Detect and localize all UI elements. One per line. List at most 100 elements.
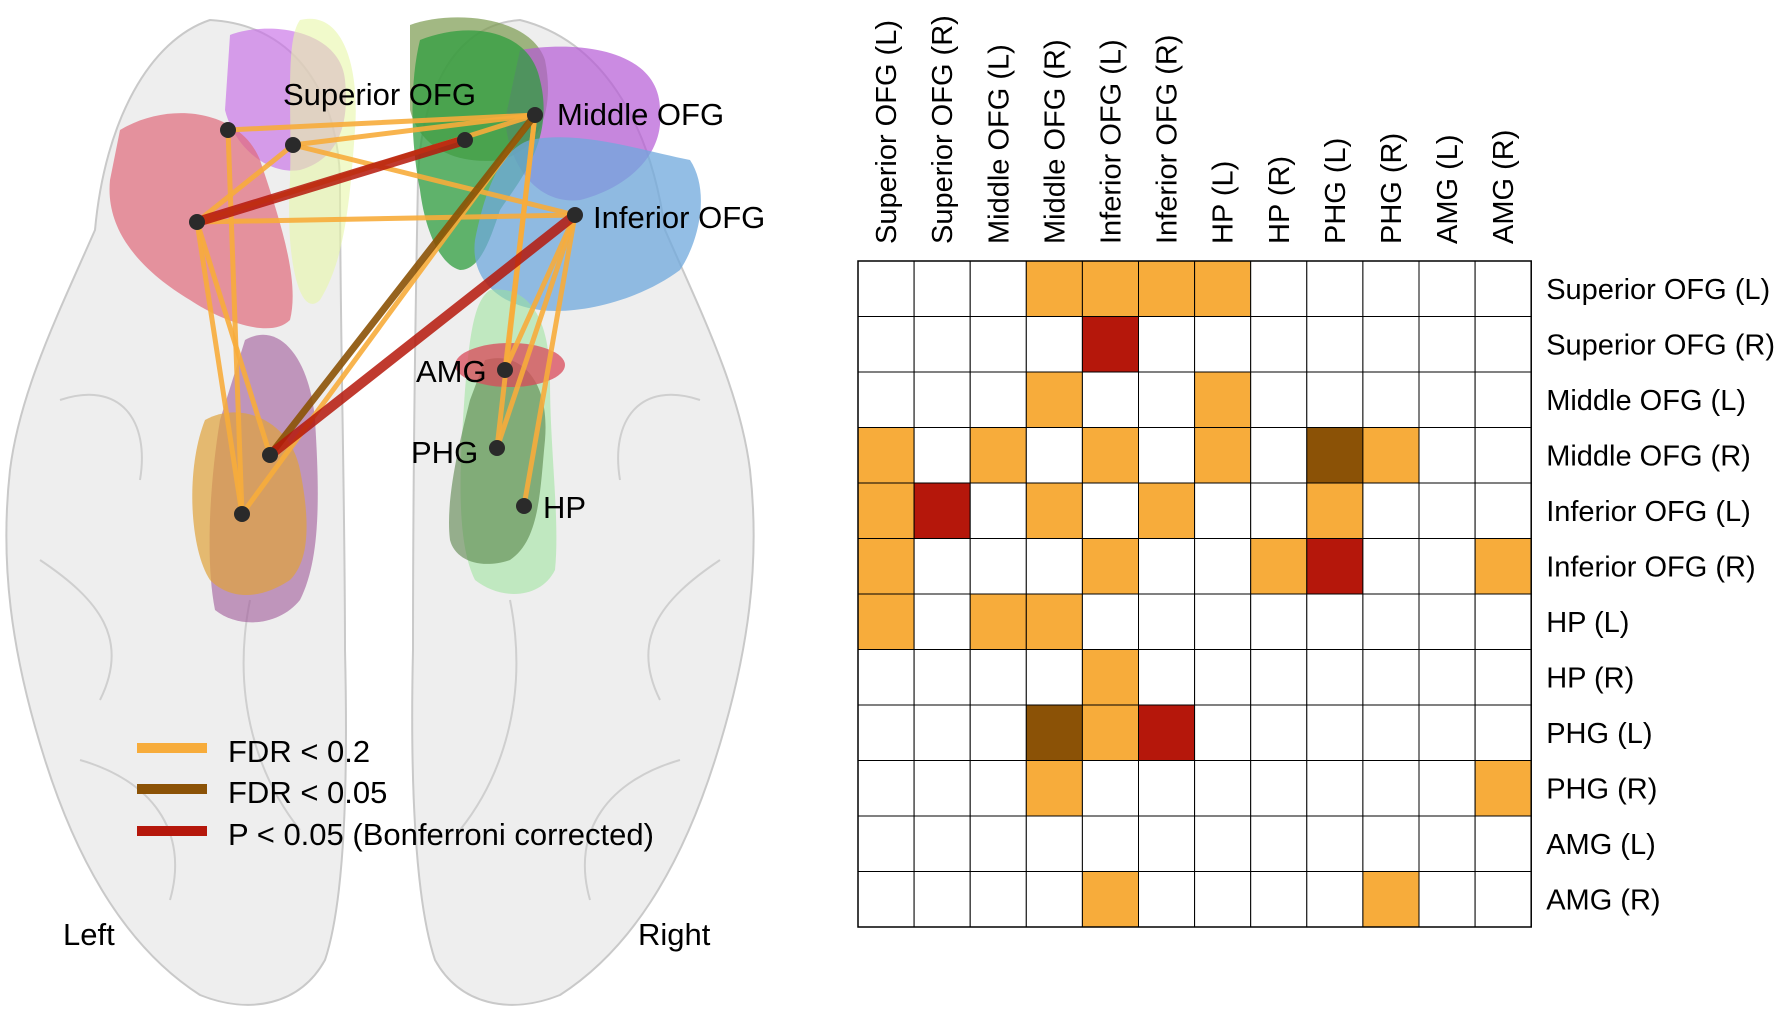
brain-node-labels: Superior OFG Middle OFG Inferior OFG AMG… [283,77,765,525]
matrix-cell-inferior-ofg-l-x-inferior-ofg-l [1081,482,1139,539]
matrix-cell-amg-l-x-hp-l [1194,815,1252,872]
matrix-cell-superior-ofg-r-x-amg-l [1418,316,1476,373]
matrix-cell-phg-r-x-superior-ofg-l [857,760,915,817]
matrix-cell-hp-r-x-superior-ofg-r [913,649,971,706]
matrix-cell-inferior-ofg-l-x-phg-r [1362,482,1420,539]
edge-inf-r-amg [502,212,578,373]
node-amg [497,362,513,378]
brain-nodes [189,107,583,522]
matrix-cell-inferior-ofg-r-x-hp-l [1194,538,1252,595]
column-label-middle-ofg-r: Middle OFG (R) [1039,39,1071,244]
matrix-cell-amg-r-x-phg-l [1306,871,1364,928]
matrix-cell-amg-r-x-hp-l [1194,871,1252,928]
edge-mid-l-inf-r [194,212,578,225]
row-label-middle-ofg-l: Middle OFG (L) [1546,385,1746,417]
brain-sulci [39,393,721,901]
matrix-cell-hp-l-x-middle-ofg-r [1025,593,1083,650]
matrix-cell-middle-ofg-l-x-superior-ofg-r [913,371,971,428]
matrix-cell-inferior-ofg-r-x-middle-ofg-l [969,538,1027,595]
row-label-middle-ofg-r: Middle OFG (R) [1546,440,1751,472]
edge-inf-r-phg-l [265,210,580,460]
edge-sup-l-mid-r [290,112,538,148]
matrix-cell-hp-l-x-middle-ofg-l [969,593,1027,650]
matrix-cell-middle-ofg-r-x-hp-l [1194,427,1252,484]
edges-bonferroni [192,135,580,460]
column-label-hp-l: HP (L) [1208,161,1240,244]
matrix-cell-middle-ofg-l-x-amg-r [1474,371,1532,428]
matrix-cell-amg-r-x-superior-ofg-r [913,871,971,928]
row-label-phg-r: PHG (R) [1546,773,1657,805]
edge-mid-r-phg [494,112,538,451]
matrix-cell-middle-ofg-l-x-inferior-ofg-l [1081,371,1139,428]
matrix-cell-superior-ofg-r-x-hp-r [1250,316,1308,373]
matrix-cell-inferior-ofg-l-x-hp-l [1194,482,1252,539]
brain-connections [192,111,580,517]
matrix-cell-hp-l-x-amg-l [1418,593,1476,650]
matrix-cell-amg-r-x-amg-r [1474,871,1532,928]
matrix-cell-amg-l-x-superior-ofg-l [857,815,915,872]
matrix-cell-phg-r-x-hp-r [1250,760,1308,817]
hemisphere-right-label: Right [638,917,711,952]
edge-inf-r-phg [494,212,578,451]
edge-sup-r-inf-l [192,135,470,227]
label-inferior-ofg: Inferior OFG [593,200,765,235]
matrix-cell-superior-ofg-l-x-hp-r [1250,260,1308,317]
node-superior-ofg-left-a [220,122,236,138]
row-label-amg-l: AMG (L) [1546,829,1656,861]
matrix-cell-amg-r-x-middle-ofg-r [1025,871,1083,928]
matrix-cell-hp-r-x-amg-r [1474,649,1532,706]
row-label-inferior-ofg-l: Inferior OFG (L) [1546,496,1751,528]
matrix-cell-inferior-ofg-l-x-amg-r [1474,482,1532,539]
node-inferior-ofg-right [567,207,583,223]
matrix-cell-middle-ofg-r-x-superior-ofg-r [913,427,971,484]
hemisphere-left-label: Left [63,917,115,952]
matrix-cell-hp-l-x-inferior-ofg-l [1081,593,1139,650]
column-label-phg-l: PHG (L) [1320,138,1352,244]
matrix-cell-superior-ofg-l-x-hp-l [1194,260,1252,317]
matrix-cell-hp-l-x-hp-l [1194,593,1252,650]
matrix-cell-inferior-ofg-l-x-inferior-ofg-r [1138,482,1196,539]
matrix-cell-inferior-ofg-l-x-superior-ofg-l [857,482,915,539]
matrix-cell-phg-l-x-hp-r [1250,704,1308,761]
matrix-cell-superior-ofg-l-x-superior-ofg-l [857,260,915,317]
edges-fdr-005 [266,111,539,459]
matrix-cell-hp-r-x-hp-r [1250,649,1308,706]
label-middle-ofg: Middle OFG [557,97,724,132]
matrix-cell-middle-ofg-l-x-middle-ofg-l [969,371,1027,428]
matrix-cell-superior-ofg-l-x-amg-r [1474,260,1532,317]
matrix-cell-inferior-ofg-r-x-inferior-ofg-r [1138,538,1196,595]
matrix-cell-superior-ofg-r-x-inferior-ofg-r [1138,316,1196,373]
matrix-cell-middle-ofg-l-x-hp-r [1250,371,1308,428]
matrix-cell-middle-ofg-r-x-phg-r [1362,427,1420,484]
matrix-cell-hp-r-x-amg-l [1418,649,1476,706]
matrix-cell-phg-r-x-hp-l [1194,760,1252,817]
matrix-cell-amg-l-x-amg-r [1474,815,1532,872]
matrix-cell-amg-l-x-inferior-ofg-r [1138,815,1196,872]
matrix-cell-hp-l-x-inferior-ofg-r [1138,593,1196,650]
matrix-cell-amg-l-x-phg-r [1362,815,1420,872]
row-label-amg-r: AMG (R) [1546,884,1660,916]
matrix-cell-inferior-ofg-r-x-middle-ofg-r [1025,538,1083,595]
matrix-cell-inferior-ofg-l-x-middle-ofg-r [1025,482,1083,539]
matrix-cell-amg-r-x-middle-ofg-l [969,871,1027,928]
matrix-cell-middle-ofg-r-x-middle-ofg-r [1025,427,1083,484]
matrix-cell-inferior-ofg-l-x-superior-ofg-r [913,482,971,539]
matrix-cell-amg-l-x-middle-ofg-l [969,815,1027,872]
column-label-inferior-ofg-r: Inferior OFG (R) [1152,35,1184,244]
column-label-middle-ofg-l: Middle OFG (L) [983,44,1015,244]
matrix-cell-hp-l-x-phg-l [1306,593,1364,650]
matrix-cell-middle-ofg-r-x-inferior-ofg-l [1081,427,1139,484]
matrix-row-labels: Superior OFG (L) Superior OFG (R) Middle O… [1546,274,1775,917]
matrix-cell-inferior-ofg-l-x-middle-ofg-l [969,482,1027,539]
matrix-cell-phg-r-x-superior-ofg-r [913,760,971,817]
matrix-cell-hp-r-x-phg-r [1362,649,1420,706]
matrix-cell-amg-l-x-amg-l [1418,815,1476,872]
matrix-cell-phg-l-x-hp-l [1194,704,1252,761]
node-hp-left [234,506,250,522]
matrix-cell-hp-r-x-inferior-ofg-l [1081,649,1139,706]
matrix-cell-phg-r-x-middle-ofg-l [969,760,1027,817]
matrix-border [857,260,1532,928]
matrix-cell-phg-l-x-amg-r [1474,704,1532,761]
matrix-cell-phg-l-x-inferior-ofg-r [1138,704,1196,761]
matrix-cell-inferior-ofg-r-x-phg-l [1306,538,1364,595]
